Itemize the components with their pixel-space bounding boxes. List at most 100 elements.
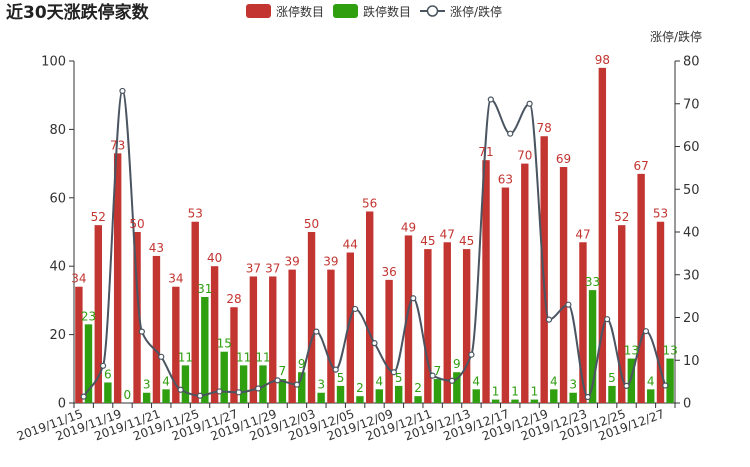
bar-up: [482, 160, 490, 403]
bar-up-label: 37: [265, 261, 280, 275]
left-axis-tick-label: 40: [49, 260, 66, 275]
ratio-point: [507, 130, 514, 137]
bar-up-label: 52: [91, 210, 106, 224]
bar-down: [453, 372, 461, 403]
bar-up: [94, 225, 102, 403]
ratio-point: [487, 96, 494, 103]
bar-down: [259, 365, 267, 403]
bar-down: [511, 399, 519, 403]
bar-up-label: 43: [149, 241, 164, 255]
bar-down: [569, 392, 577, 403]
bar-up: [637, 173, 645, 403]
bar-up: [443, 242, 451, 403]
bar-up-label: 45: [420, 234, 435, 248]
left-axis-tick-label: 0: [58, 397, 66, 412]
bar-down-label: 1: [531, 385, 539, 399]
bar-up-label: 56: [362, 196, 377, 210]
bar-down-label: 5: [337, 371, 345, 385]
bar-down-label: 7: [434, 364, 442, 378]
bar-up: [210, 266, 219, 403]
ratio-point: [642, 328, 650, 335]
bar-up: [75, 286, 83, 403]
ratio-point: [216, 388, 223, 395]
bar-up-label: 34: [168, 272, 183, 286]
right-axis-tick-label: 20: [683, 311, 700, 326]
bar-up-label: 45: [459, 234, 474, 248]
bar-down-label: 23: [81, 309, 96, 323]
legend-item-up[interactable]: 涨停数目: [246, 4, 324, 19]
bar-down-label: 1: [511, 385, 519, 399]
bar-up: [288, 269, 296, 403]
right-axis-tick-label: 40: [683, 226, 700, 241]
legend-item-down[interactable]: 跌停数目: [333, 4, 411, 19]
bar-up-label: 63: [498, 173, 513, 187]
bar-down-label: 13: [624, 344, 639, 358]
bar-down-label: 11: [255, 350, 270, 364]
ratio-point: [468, 351, 475, 358]
bar-down-label: 7: [279, 364, 287, 378]
right-axis-tick-label: 60: [683, 140, 700, 155]
bar-down-label: 2: [356, 381, 364, 395]
bar-up-label: 73: [110, 138, 125, 152]
bar-down: [588, 290, 597, 403]
bar-up-label: 36: [381, 265, 396, 279]
legend-label-up: 涨停数目: [276, 4, 324, 19]
ratio-point: [545, 316, 553, 323]
bar-up-label: 47: [440, 227, 455, 241]
bar-up: [366, 211, 374, 403]
ratio-point: [352, 305, 359, 313]
right-axis-tick-label: 50: [683, 183, 700, 198]
ratio-point: [662, 382, 669, 389]
bar-up-label: 50: [304, 217, 319, 231]
left-axis-tick-label: 80: [49, 123, 66, 138]
right-axis-tick-label: 70: [683, 97, 700, 112]
bar-up: [424, 249, 432, 403]
ratio-point: [235, 389, 242, 396]
bar-up-label: 40: [207, 251, 222, 265]
bar-down-label: 11: [178, 350, 193, 364]
data-labels: 3423526730503434341153314015281137113773…: [71, 53, 677, 402]
bar-down-label: 4: [472, 374, 480, 388]
bar-down: [162, 389, 170, 403]
bar-up: [269, 276, 277, 403]
bar-down: [491, 399, 500, 403]
bar-up: [172, 286, 180, 403]
bar-down: [239, 365, 248, 403]
bar-down: [201, 296, 209, 403]
bar-up-label: 98: [595, 53, 610, 67]
bar-up: [462, 249, 471, 403]
bar-up: [307, 232, 316, 403]
ratio-point: [390, 369, 397, 376]
bar-up: [559, 167, 568, 403]
left-axis-tick-label: 20: [49, 328, 66, 343]
bar-down: [298, 372, 306, 403]
ratio-point: [274, 377, 281, 384]
bar-down: [278, 379, 287, 403]
bar-down: [647, 389, 655, 403]
bar-up: [521, 163, 529, 403]
bar-up: [152, 255, 161, 403]
left-axis-tick-label: 60: [49, 191, 66, 206]
right-axis-label: 涨停/跌停: [650, 29, 702, 44]
bar-up-label: 52: [614, 210, 629, 224]
bar-down-label: 31: [197, 282, 212, 296]
left-axis-tick-label: 100: [41, 55, 66, 70]
ratio-point: [604, 316, 611, 323]
bar-down-label: 3: [317, 378, 325, 392]
bar-up-label: 69: [556, 152, 571, 166]
ratio-point: [119, 87, 126, 95]
bar-up: [133, 232, 141, 403]
bar-down-label: 4: [162, 374, 170, 388]
bar-up: [327, 269, 335, 403]
ratio-point: [80, 393, 87, 400]
bar-down-label: 4: [550, 374, 558, 388]
bar-up: [404, 235, 413, 403]
bar-up-label: 78: [537, 121, 552, 135]
bar-down: [104, 382, 112, 403]
bar-up: [230, 307, 238, 403]
ratio-point: [371, 340, 378, 347]
bar-down-label: 15: [217, 337, 232, 351]
bar-up: [579, 242, 587, 403]
legend-item-ratio[interactable]: 涨停/跌停: [420, 4, 502, 19]
